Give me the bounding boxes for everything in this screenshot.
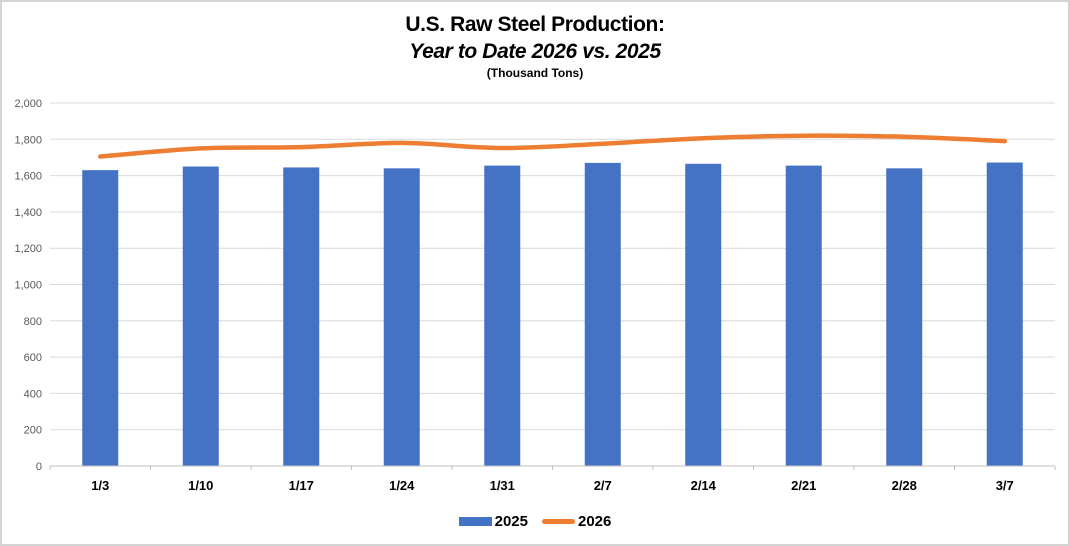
bar-2025 bbox=[484, 165, 521, 466]
x-tick-label: 2/28 bbox=[892, 478, 917, 493]
legend-line-swatch-icon bbox=[542, 519, 575, 524]
y-tick-label: 1,200 bbox=[14, 243, 42, 255]
legend-label-2026: 2026 bbox=[578, 513, 612, 530]
legend-item-2026: 2026 bbox=[542, 513, 611, 530]
x-tick-label: 2/14 bbox=[691, 478, 717, 493]
legend-item-2025: 2025 bbox=[458, 513, 528, 530]
chart-units-label: (Thousand Tons) bbox=[486, 66, 584, 80]
y-tick-label: 1,600 bbox=[14, 171, 42, 183]
chart-subtitle: Year to Date 2026 vs. 2025 bbox=[409, 40, 661, 63]
y-tick-label: 0 bbox=[36, 461, 42, 473]
x-tick-label: 2/21 bbox=[791, 478, 816, 493]
x-tick-label: 1/17 bbox=[289, 478, 314, 493]
bar-2025 bbox=[685, 163, 722, 467]
bar-2025 bbox=[383, 168, 420, 466]
x-tick-label: 2/7 bbox=[594, 478, 612, 493]
chart-title: U.S. Raw Steel Production: bbox=[405, 13, 665, 36]
legend-label-2025: 2025 bbox=[494, 513, 528, 530]
legend: 2025 2026 bbox=[2, 513, 1068, 530]
y-tick-label: 1,000 bbox=[14, 280, 42, 292]
x-tick-label: 1/10 bbox=[188, 478, 213, 493]
bar-2025 bbox=[283, 167, 320, 466]
bar-2025 bbox=[182, 166, 219, 466]
legend-bar-swatch-icon bbox=[458, 517, 492, 526]
x-tick-label: 1/3 bbox=[91, 478, 109, 493]
y-tick-label: 1,800 bbox=[14, 134, 42, 146]
bar-2025 bbox=[82, 170, 119, 466]
line-2026 bbox=[98, 133, 1008, 159]
bar-2025 bbox=[785, 165, 822, 466]
y-tick-label: 800 bbox=[24, 316, 42, 328]
chart-title-block: U.S. Raw Steel Production: Year to Date … bbox=[2, 11, 1068, 81]
y-tick-label: 2,000 bbox=[14, 98, 42, 110]
y-tick-label: 400 bbox=[24, 388, 42, 400]
y-tick-label: 1,400 bbox=[14, 207, 42, 219]
x-tick-label: 1/31 bbox=[490, 478, 515, 493]
bar-2025 bbox=[886, 168, 923, 466]
bar-2025 bbox=[986, 162, 1023, 467]
x-tick-label: 1/24 bbox=[389, 478, 415, 493]
y-tick-label: 600 bbox=[24, 352, 42, 364]
y-tick-label: 200 bbox=[24, 425, 42, 437]
bar-2025 bbox=[584, 162, 621, 466]
x-tick-label: 3/7 bbox=[996, 478, 1014, 493]
